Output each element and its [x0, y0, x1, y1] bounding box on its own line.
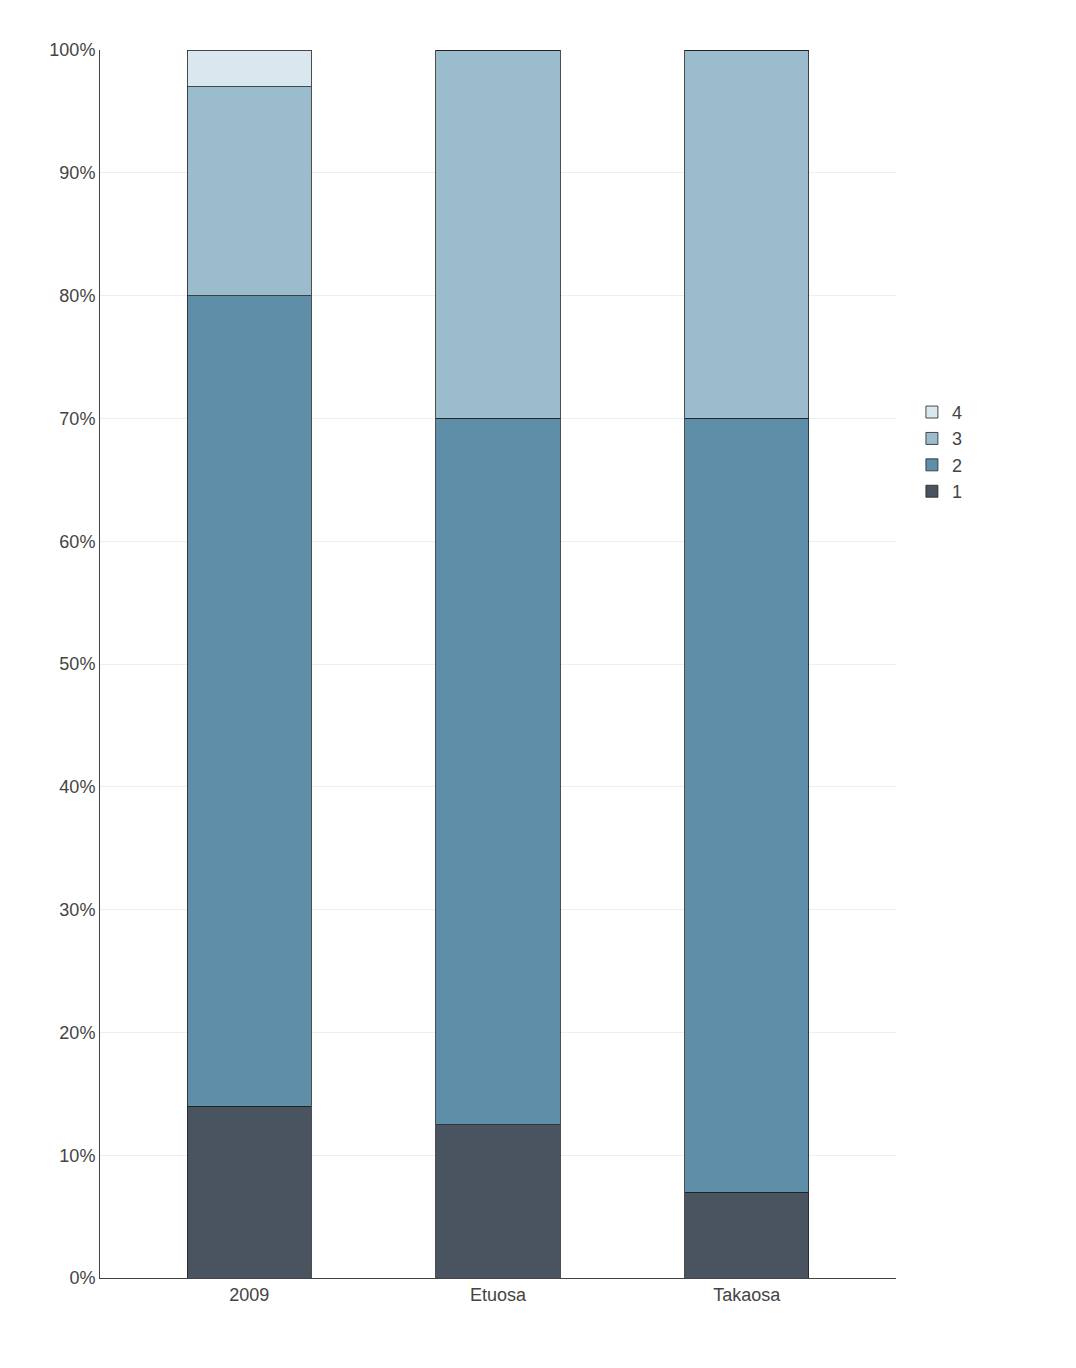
svg-text:1: 1 — [952, 482, 962, 502]
svg-text:Etuosa: Etuosa — [470, 1285, 527, 1305]
svg-text:Takaosa: Takaosa — [713, 1285, 781, 1305]
svg-text:3: 3 — [952, 429, 962, 449]
svg-text:70%: 70% — [59, 409, 95, 429]
svg-text:60%: 60% — [59, 532, 95, 552]
svg-text:40%: 40% — [59, 777, 95, 797]
svg-text:80%: 80% — [59, 286, 95, 306]
svg-text:50%: 50% — [59, 654, 95, 674]
svg-text:4: 4 — [952, 403, 962, 423]
svg-text:2009: 2009 — [229, 1285, 269, 1305]
svg-text:20%: 20% — [59, 1023, 95, 1043]
svg-text:90%: 90% — [59, 163, 95, 183]
svg-text:10%: 10% — [59, 1146, 95, 1166]
svg-text:0%: 0% — [69, 1268, 95, 1288]
svg-text:2: 2 — [952, 456, 962, 476]
svg-text:100%: 100% — [49, 40, 95, 60]
svg-text:30%: 30% — [59, 900, 95, 920]
